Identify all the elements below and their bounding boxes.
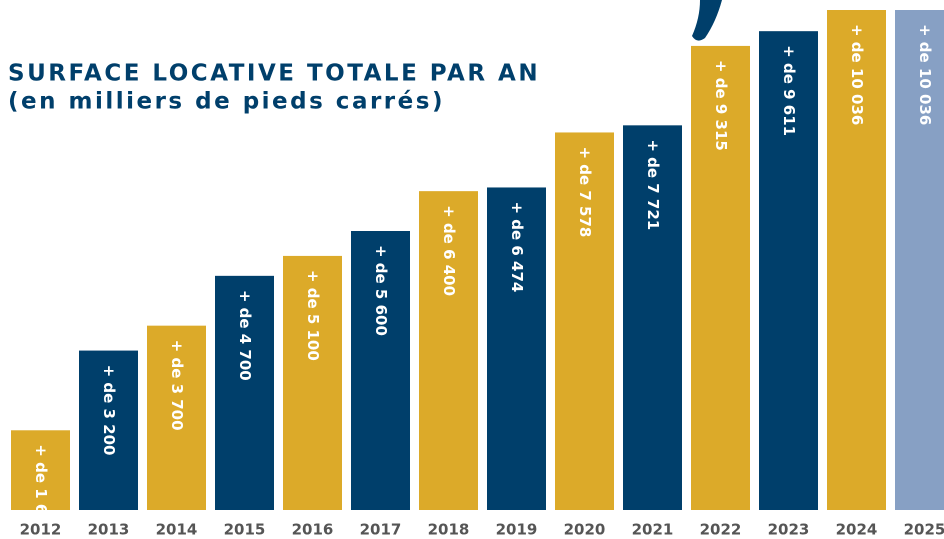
chart-title: SURFACE LOCATIVE TOTALE PAR AN [8, 61, 540, 87]
value-label: + de 6 474 [508, 201, 526, 292]
value-label: + de 5 100 [304, 270, 322, 361]
value-label: + de 6 400 [440, 205, 458, 296]
bar [691, 45, 750, 510]
bar [895, 10, 944, 510]
x-tick-label: 2025 [904, 521, 944, 539]
value-label: + de 3 200 [100, 365, 118, 456]
chart-subtitle: (en milliers de pieds carrés) [8, 89, 445, 115]
value-label: + de 10 036 [916, 24, 934, 125]
x-tick-label: 2020 [564, 521, 606, 539]
value-label: + de 4 700 [236, 290, 254, 381]
bar [351, 231, 410, 510]
bar [11, 430, 70, 510]
x-tick-label: 2019 [496, 521, 538, 539]
x-tick-label: 2023 [768, 521, 810, 539]
bar [827, 10, 886, 510]
bar [623, 125, 682, 511]
value-label: + de 7 721 [644, 139, 662, 230]
x-tick-label: 2024 [836, 521, 878, 539]
value-label: + de 10 036 [848, 24, 866, 125]
value-label: + de 9 315 [712, 60, 730, 151]
x-tick-label: 2017 [360, 521, 402, 539]
bar [487, 187, 546, 511]
value-label: + de 5 600 [372, 245, 390, 336]
decoration [692, 0, 722, 41]
value-label: + de 1 600 [32, 444, 50, 535]
bar [147, 325, 206, 510]
x-tick-label: 2018 [428, 521, 470, 539]
bar [283, 255, 342, 510]
bar [419, 191, 478, 510]
x-tick-label: 2014 [156, 521, 198, 539]
value-label: + de 7 578 [576, 146, 594, 237]
x-tick-label: 2012 [20, 521, 62, 539]
value-label: + de 9 611 [780, 45, 798, 136]
x-tick-label: 2016 [292, 521, 334, 539]
bar [555, 132, 614, 510]
bar [759, 31, 818, 511]
bar [215, 275, 274, 510]
bar [79, 350, 138, 510]
value-label: + de 3 700 [168, 340, 186, 431]
x-tick-label: 2015 [224, 521, 266, 539]
x-tick-label: 2022 [700, 521, 742, 539]
x-tick-label: 2021 [632, 521, 674, 539]
x-tick-label: 2013 [88, 521, 130, 539]
